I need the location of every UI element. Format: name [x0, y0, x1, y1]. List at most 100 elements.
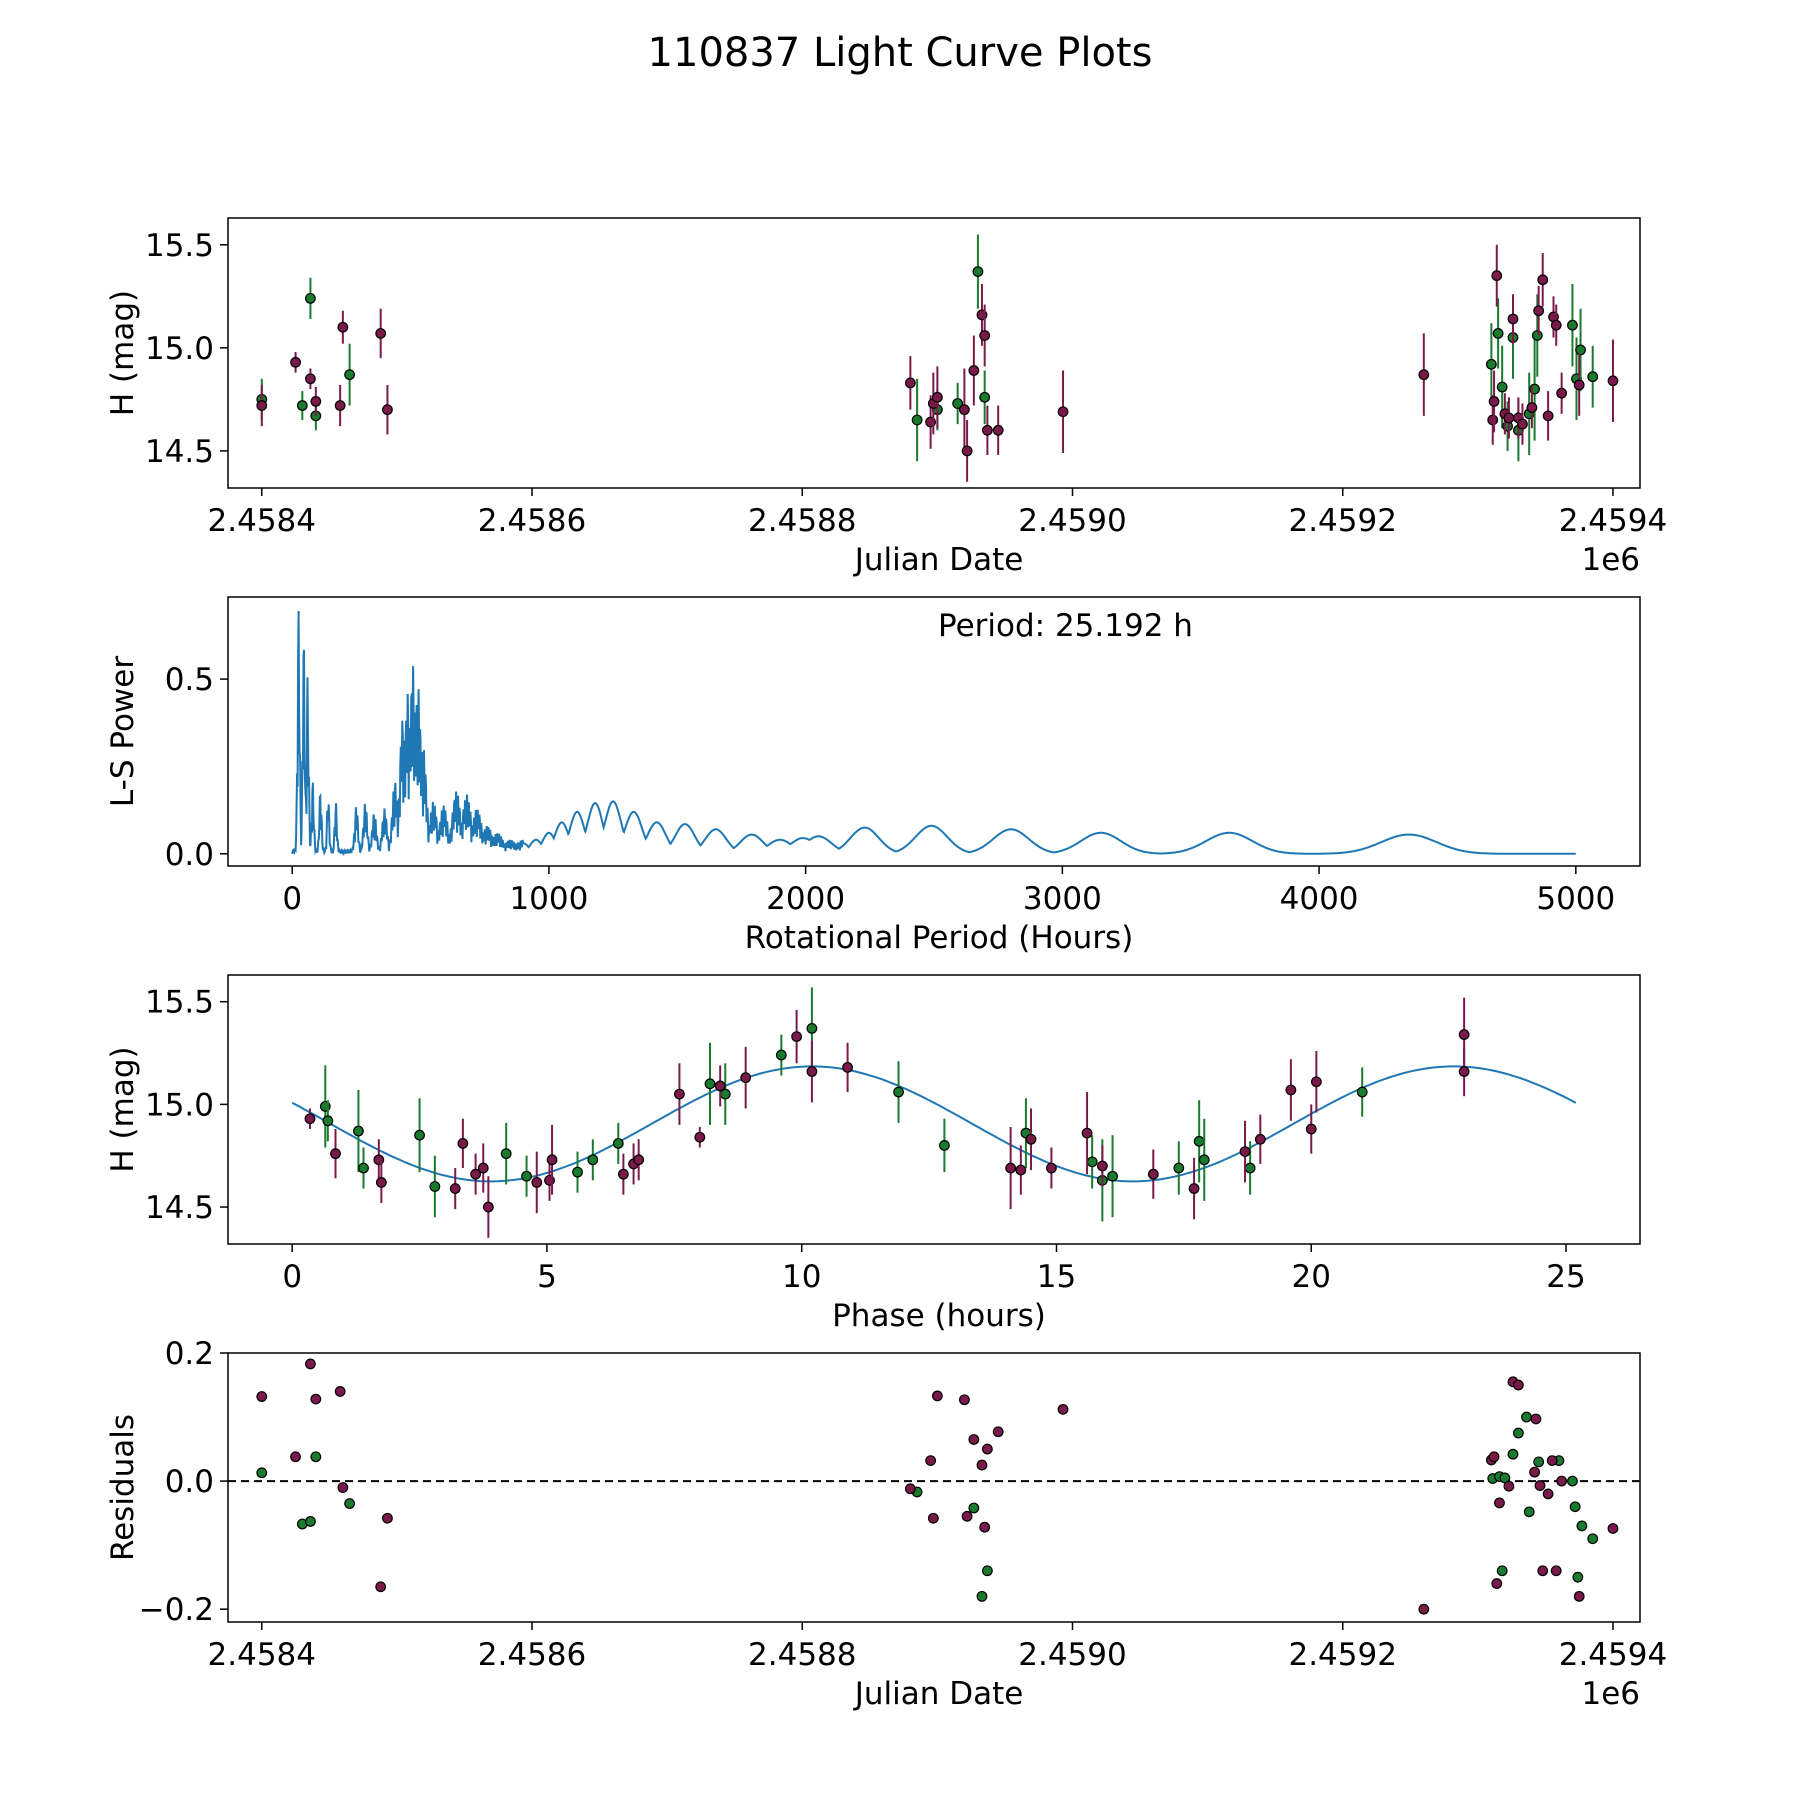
data-point: [1542, 1488, 1554, 1500]
data-point: [477, 1162, 489, 1174]
data-point: [1503, 412, 1515, 424]
data-point: [981, 1443, 993, 1455]
data-point: [337, 321, 349, 333]
data-point: [1239, 1146, 1251, 1157]
x-tick-label: 2.4586: [478, 1637, 586, 1673]
y-axis-label: L-S Power: [105, 656, 141, 807]
data-point: [806, 1066, 818, 1077]
data-point: [1530, 1413, 1542, 1425]
x-axis-label: Julian Date: [853, 542, 1024, 578]
data-point: [344, 369, 356, 381]
axes-frame: [227, 1352, 1641, 1623]
data-point: [457, 1137, 469, 1149]
x-tick-label: 2.4584: [208, 1637, 316, 1673]
data-point: [911, 414, 923, 426]
x-tick-label: 2.4588: [748, 1637, 856, 1673]
data-point: [305, 1358, 316, 1370]
data-point: [1550, 319, 1562, 331]
y-axis-label: Residuals: [105, 1414, 141, 1561]
data-point: [938, 1140, 950, 1151]
data-point: [375, 328, 387, 339]
series-maroon: [304, 997, 1470, 1238]
x-tick-label: 2.4590: [1018, 503, 1126, 539]
y-axis-label: H (mag): [105, 1046, 141, 1172]
data-point: [1487, 414, 1499, 426]
phased-lightcurve-panel: 0 5 10 15 20 25 14.5 15.0 15.5 Phase (hours) H (ma…: [105, 974, 1641, 1334]
data-point: [353, 1125, 364, 1137]
data-point: [714, 1080, 726, 1092]
data-point: [1045, 1162, 1057, 1174]
x-tick-label: 2.4594: [1559, 1637, 1667, 1673]
data-point: [1356, 1086, 1368, 1098]
data-point: [1523, 1506, 1535, 1518]
data-point: [256, 400, 268, 411]
data-point: [1573, 379, 1585, 391]
y-axis-label: H (mag): [105, 290, 141, 416]
y-tick-label: 0.5: [165, 662, 214, 698]
data-point: [992, 424, 1004, 436]
data-point: [976, 1459, 988, 1471]
data-point: [1310, 1076, 1322, 1088]
x-axis-label: Rotational Period (Hours): [745, 920, 1134, 956]
data-point: [612, 1137, 624, 1149]
y-tick-label: 15.5: [145, 985, 214, 1021]
data-point: [617, 1168, 629, 1180]
data-point: [304, 1113, 316, 1125]
data-point: [587, 1154, 599, 1166]
data-point: [981, 1565, 993, 1577]
series-maroon: [256, 1358, 1619, 1615]
data-point: [1107, 1170, 1118, 1182]
data-point: [1512, 1379, 1524, 1391]
x-tick-label: 2.4590: [1018, 1637, 1126, 1673]
data-point: [375, 1176, 387, 1188]
y-tick-label: 15.0: [145, 331, 214, 367]
data-point: [1057, 406, 1069, 418]
data-point: [694, 1131, 706, 1143]
data-point: [531, 1176, 543, 1188]
x-axis-label: Phase (hours): [832, 1298, 1046, 1334]
data-point: [1025, 1133, 1037, 1145]
x-tick-label: 25: [1546, 1259, 1585, 1295]
data-point: [1587, 1533, 1599, 1545]
data-point: [791, 1031, 803, 1043]
y-tick-label: 15.0: [145, 1087, 214, 1123]
x-tick-label: 2000: [766, 881, 845, 917]
periodogram-panel: Period: 25.192 h 0 1000 2000 3000 4000 5000 0.0…: [105, 596, 1641, 956]
data-point: [1015, 1164, 1027, 1176]
data-point: [305, 373, 316, 385]
data-point: [337, 1482, 349, 1493]
x-tick-label: 2.4592: [1288, 503, 1396, 539]
axes-frame: [227, 974, 1641, 1245]
x-tick-label: 2.4594: [1559, 503, 1667, 539]
data-point: [572, 1166, 583, 1178]
data-point: [1057, 1403, 1069, 1415]
data-point: [1533, 305, 1545, 317]
data-point: [1526, 402, 1538, 414]
data-point: [429, 1181, 441, 1192]
data-point: [842, 1062, 853, 1073]
data-point: [968, 365, 980, 376]
y-tick-label: 0.0: [165, 1464, 214, 1500]
data-point: [290, 356, 301, 368]
data-point: [740, 1072, 752, 1084]
data-point: [1492, 328, 1504, 339]
data-point: [290, 1451, 301, 1463]
y-tick-label: 15.5: [145, 228, 214, 264]
data-point: [322, 1115, 334, 1127]
data-point: [968, 1434, 980, 1445]
data-point: [1546, 1455, 1558, 1466]
data-point: [1488, 396, 1500, 407]
x-tick-label: 1000: [509, 881, 588, 917]
x-tick-label: 2.4588: [748, 503, 856, 539]
data-point: [979, 330, 991, 341]
data-point: [1418, 1603, 1430, 1615]
data-point: [674, 1088, 685, 1100]
data-point: [931, 1390, 943, 1402]
data-point: [979, 1521, 991, 1533]
residuals-panel: 2.4584 2.4586 2.4588 2.4590 2.4592 2.4594 −0.2…: [105, 1336, 1667, 1712]
data-point: [1573, 1590, 1585, 1602]
x-tick-label: 10: [782, 1259, 821, 1295]
x-axis-label: Julian Date: [853, 1676, 1024, 1712]
lightcurve-panel: 2.4584 2.4586 2.4588 2.4590 2.4592 2.4594 14.5…: [105, 217, 1667, 578]
data-point: [1533, 1456, 1545, 1468]
